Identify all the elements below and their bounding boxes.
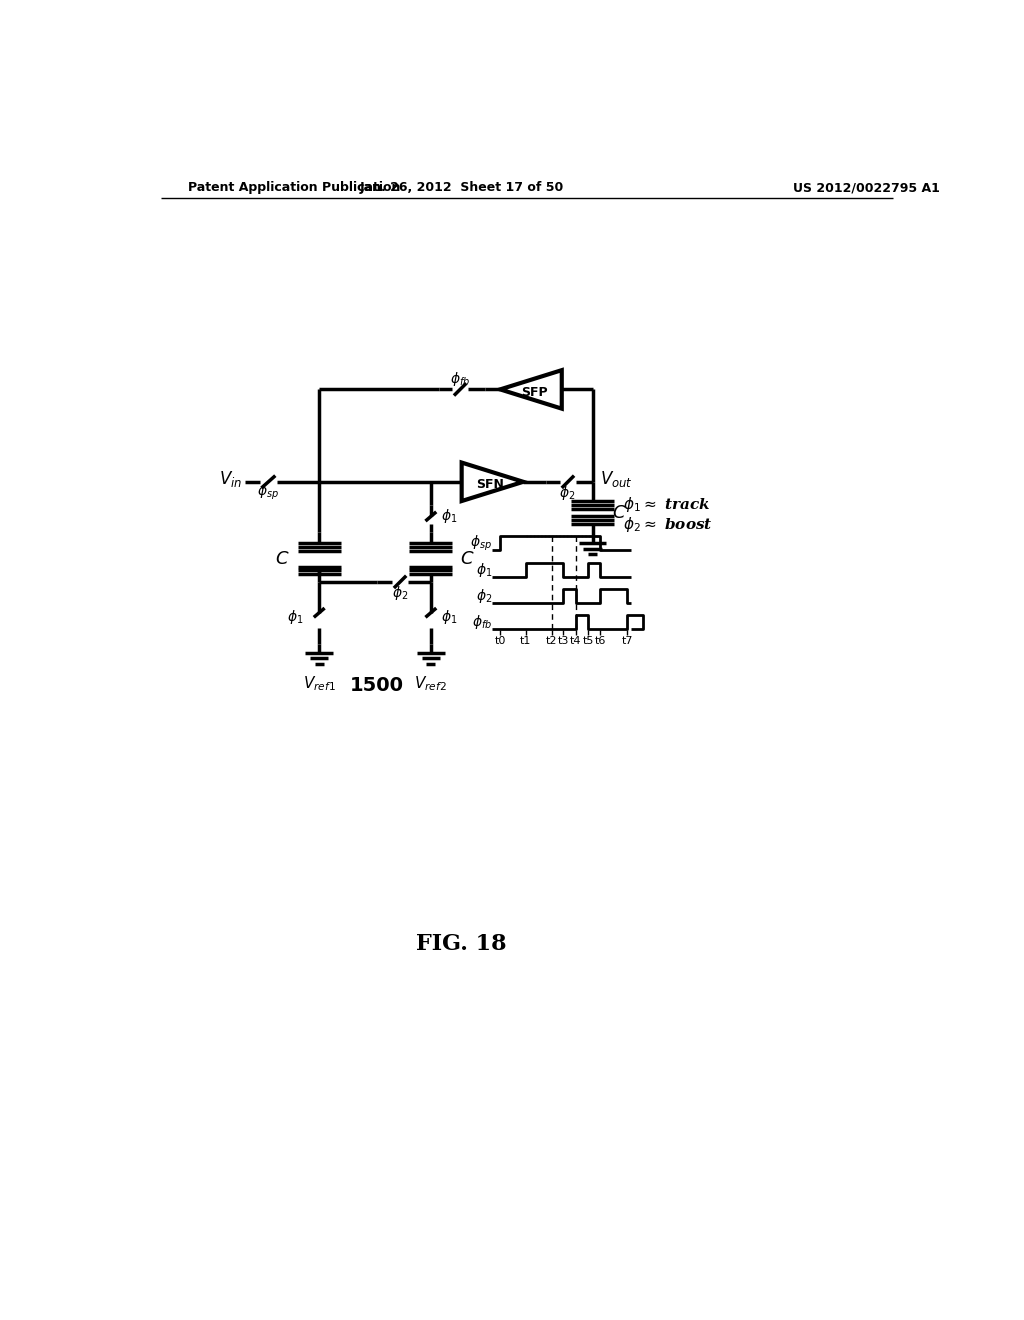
Text: SFN: SFN (476, 478, 504, 491)
Text: Patent Application Publication: Patent Application Publication (188, 181, 400, 194)
Text: SFP: SFP (521, 385, 548, 399)
Text: $\phi_{1}$: $\phi_{1}$ (288, 607, 304, 626)
Text: US 2012/0022795 A1: US 2012/0022795 A1 (793, 181, 940, 194)
Text: FIG. 18: FIG. 18 (417, 933, 507, 954)
Text: $V_{in}$: $V_{in}$ (219, 469, 243, 488)
Text: $C$: $C$ (275, 550, 290, 568)
Text: $\phi_{2}$: $\phi_{2}$ (392, 583, 409, 602)
Text: t4: t4 (570, 636, 582, 647)
Text: t7: t7 (622, 636, 633, 647)
Text: $\phi_{1}$: $\phi_{1}$ (441, 507, 458, 525)
Text: $V_{ref2}$: $V_{ref2}$ (415, 675, 447, 693)
Text: $\phi_{sp}$: $\phi_{sp}$ (257, 483, 279, 502)
Text: $\phi_1 \approx$ track: $\phi_1 \approx$ track (624, 495, 711, 515)
Text: 1500: 1500 (350, 676, 403, 696)
Text: $\phi_{2}$: $\phi_{2}$ (476, 587, 493, 605)
Text: $\phi_{2}$: $\phi_{2}$ (559, 483, 575, 502)
Text: t1: t1 (520, 636, 531, 647)
Text: $\phi_{1}$: $\phi_{1}$ (441, 607, 458, 626)
Text: t6: t6 (595, 636, 606, 647)
Text: t5: t5 (583, 636, 594, 647)
Text: $\phi_{sp}$: $\phi_{sp}$ (470, 533, 493, 553)
Text: $\phi_{1}$: $\phi_{1}$ (476, 561, 493, 578)
Text: $V_{ref1}$: $V_{ref1}$ (303, 675, 336, 693)
Text: $C$: $C$ (611, 504, 627, 521)
Text: $V_{out}$: $V_{out}$ (600, 469, 633, 488)
Text: t0: t0 (495, 636, 506, 647)
Text: $\phi_2 \approx$ boost: $\phi_2 \approx$ boost (624, 515, 713, 533)
Text: Jan. 26, 2012  Sheet 17 of 50: Jan. 26, 2012 Sheet 17 of 50 (359, 181, 564, 194)
Text: $C$: $C$ (460, 550, 475, 568)
Text: t3: t3 (558, 636, 569, 647)
Text: $\phi_{fb}$: $\phi_{fb}$ (450, 370, 470, 388)
Text: $\phi_{fb}$: $\phi_{fb}$ (472, 612, 493, 631)
Text: t2: t2 (546, 636, 557, 647)
